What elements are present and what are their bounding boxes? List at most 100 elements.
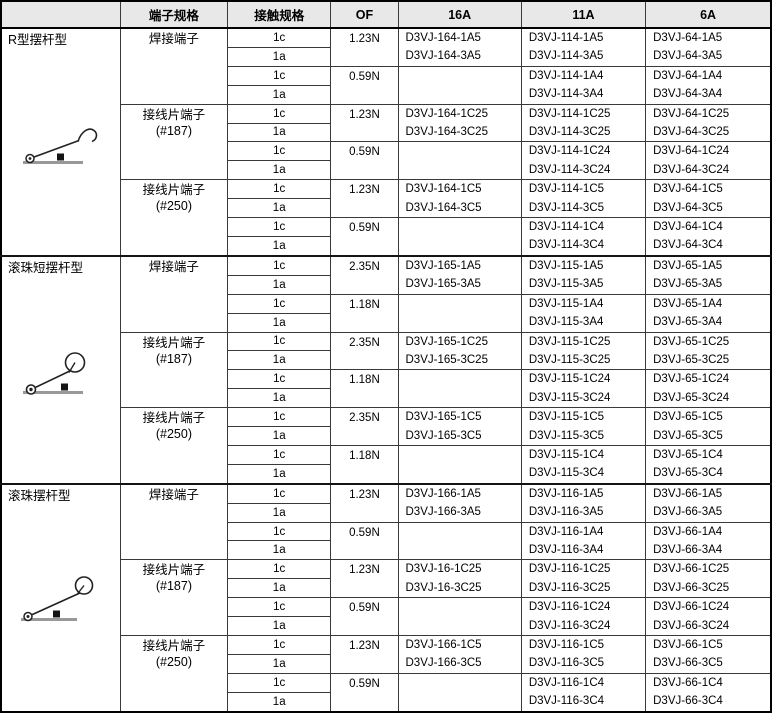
part-number: D3VJ-64-1C25: [653, 107, 730, 120]
contact-spec-cell: 1c: [227, 331, 332, 352]
contact-spec-cell: 1a: [227, 350, 332, 371]
contact-spec-cell: 1a: [227, 691, 332, 713]
operating-force-cell: 1.23N: [330, 635, 399, 674]
part-number-cell-11a: D3VJ-115-1C24 D3VJ-115-3C24: [520, 369, 647, 409]
part-number-cell-11a: D3VJ-116-1C24 D3VJ-116-3C24: [520, 597, 647, 636]
part-number-cell-11a: D3VJ-116-1C5 D3VJ-116-3C5: [520, 635, 647, 674]
contact-spec-cell: 1a: [227, 274, 332, 295]
contact-spec-cell: 1c: [227, 482, 332, 504]
part-number-cell-6a: D3VJ-64-1A4 D3VJ-64-3A4: [645, 65, 772, 105]
terminal-spec-cell: 接线片端子 (#187): [119, 331, 229, 409]
table-row: 1a: [1, 160, 771, 181]
part-number: D3VJ-66-3C5: [653, 657, 723, 670]
part-number: D3VJ-116-1C24: [528, 601, 611, 614]
part-number: D3VJ-64-3A4: [653, 88, 723, 101]
part-number: D3VJ-64-3C4: [653, 239, 723, 252]
part-number: D3VJ-66-1A4: [653, 525, 723, 538]
part-number-cell-11a: D3VJ-115-1C5 D3VJ-115-3C5: [520, 407, 647, 446]
part-number: D3VJ-116-1C5: [528, 639, 605, 651]
part-number: D3VJ-114-3C5: [528, 201, 605, 214]
part-number: D3VJ-66-3C4: [653, 695, 723, 708]
terminal-spec-line: 接线片端子: [142, 639, 206, 653]
contact-spec-cell: 1c: [227, 141, 332, 162]
lever-type-label: 滚珠短摆杆型: [8, 260, 84, 275]
part-number: D3VJ-165-3A5: [405, 278, 481, 291]
part-number: D3VJ-116-3C25: [528, 581, 611, 594]
part-number-cell-6a: D3VJ-65-1A4 D3VJ-65-3A4: [645, 293, 772, 333]
column-header-contact-spec: 接触规格: [227, 0, 332, 29]
terminal-spec-cell: 接线片端子 (#187): [119, 559, 229, 636]
part-number-cell-16a: D3VJ-165-1A5 D3VJ-165-3A5: [397, 254, 522, 295]
table-row: R型摆杆型 焊接端子 1c 1.23N D3VJ-164-1A5 D3VJ-164-3A5…: [0, 26, 772, 257]
part-number-cell-6a: D3VJ-66-1A4 D3VJ-66-3A4: [645, 521, 772, 561]
terminal-spec-line: 焊接端子: [148, 259, 199, 274]
table-row: 1a: [1, 350, 771, 371]
contact-spec-cell: 1c: [227, 635, 332, 655]
contact-spec-cell: 1a: [227, 160, 332, 181]
part-number: D3VJ-65-1C5: [653, 411, 723, 424]
lever-type-label: R型摆杆型: [8, 33, 68, 47]
part-number: D3VJ-115-1C25: [528, 335, 611, 348]
part-number-cell-11a: D3VJ-116-1A4 D3VJ-116-3A4: [520, 521, 647, 561]
part-number: D3VJ-166-3C5: [405, 657, 482, 670]
part-number-cell-6a: D3VJ-64-1C25 D3VJ-64-3C25: [645, 103, 772, 143]
contact-spec-cell: 1c: [227, 559, 332, 580]
contact-spec-cell: 1c: [227, 179, 332, 200]
table-row: 滚珠摆杆型 焊接端子 1c 1.23N D3VJ-166-1A5 D3VJ-166-3A5…: [0, 482, 772, 713]
part-number: D3VJ-66-3C25: [653, 581, 730, 594]
column-header-11a: 11A: [520, 0, 647, 29]
table-header-row: 端子规格 接触规格 OF 16A 11A 6A: [0, 0, 772, 29]
contact-spec-cell: 1a: [227, 312, 332, 333]
contact-spec-cell: 1a: [227, 122, 332, 143]
short-roller-lever-icon: [15, 348, 107, 405]
operating-force-cell: 1.23N: [330, 482, 399, 523]
part-number: D3VJ-165-1A5: [405, 259, 481, 272]
roller-lever-icon: [15, 576, 107, 633]
terminal-spec-line: (#250): [155, 655, 192, 669]
operating-force-cell: 2.35N: [330, 331, 399, 371]
part-number: D3VJ-114-3A5: [528, 50, 604, 63]
part-number-cell-6a: D3VJ-65-1A5 D3VJ-65-3A5: [645, 254, 772, 295]
table-row: 1c 1.18N D3VJ-115-1C24 D3VJ-115-3C24 D3VJ-65…: [1, 369, 772, 409]
part-number-cell-11a: D3VJ-115-1C25 D3VJ-115-3C25: [520, 331, 647, 371]
column-header-16a: 16A: [397, 0, 522, 29]
table-row: 1c 0.59N D3VJ-114-1A4 D3VJ-114-3A4 D3VJ-64-1…: [1, 65, 772, 105]
operating-force-cell: 0.59N: [330, 597, 399, 636]
part-number: D3VJ-16-3C25: [405, 581, 482, 594]
terminal-spec-line: (#250): [155, 199, 192, 214]
contact-spec-cell: 1c: [227, 672, 332, 693]
part-number: D3VJ-164-1C5: [405, 183, 482, 196]
table-row: 1a: [1, 312, 771, 333]
contact-spec-cell: 1a: [227, 388, 332, 409]
contact-spec-cell: 1a: [227, 502, 332, 523]
table-row: 1a: [1, 84, 771, 105]
table-row: 1c 0.59N D3VJ-116-1C24 D3VJ-116-3C24 D3VJ-66…: [1, 597, 772, 636]
part-number: D3VJ-66-1A5: [653, 487, 723, 500]
contact-spec-cell: 1c: [227, 407, 332, 428]
contact-spec-cell: 1a: [227, 616, 332, 636]
part-number-cell-16a: [397, 293, 522, 333]
part-number: D3VJ-114-3C4: [528, 239, 605, 252]
part-number: D3VJ-115-3C5: [528, 429, 605, 442]
column-header-terminal-spec: 端子规格: [119, 0, 229, 29]
part-number: D3VJ-65-3C25: [653, 353, 730, 366]
contact-spec-cell: 1c: [227, 65, 332, 86]
terminal-spec-line: 接线片端子: [142, 411, 206, 426]
part-number: D3VJ-114-1C5: [528, 183, 605, 196]
operating-force-cell: 1.23N: [330, 26, 399, 67]
contact-spec-cell: 1c: [227, 103, 332, 124]
column-header-of: OF: [330, 0, 399, 29]
part-number-cell-16a: [397, 217, 522, 257]
contact-spec-cell: 1a: [227, 578, 332, 599]
part-number: D3VJ-65-3A5: [653, 278, 723, 291]
part-number: D3VJ-164-1A5: [405, 32, 481, 44]
part-number: D3VJ-164-3C5: [405, 201, 482, 214]
contact-spec-cell: 1a: [227, 540, 332, 561]
part-number: D3VJ-115-3C24: [528, 391, 611, 404]
part-number-cell-6a: D3VJ-66-1C5 D3VJ-66-3C5: [645, 635, 772, 674]
r-lever-icon: [15, 123, 107, 174]
table-row: 1c 1.18N D3VJ-115-1A4 D3VJ-115-3A4 D3VJ-65-1…: [1, 293, 772, 333]
part-number: D3VJ-114-3C24: [528, 163, 611, 176]
operating-force-cell: 0.59N: [330, 217, 399, 257]
part-number: D3VJ-115-3C4: [528, 467, 605, 480]
